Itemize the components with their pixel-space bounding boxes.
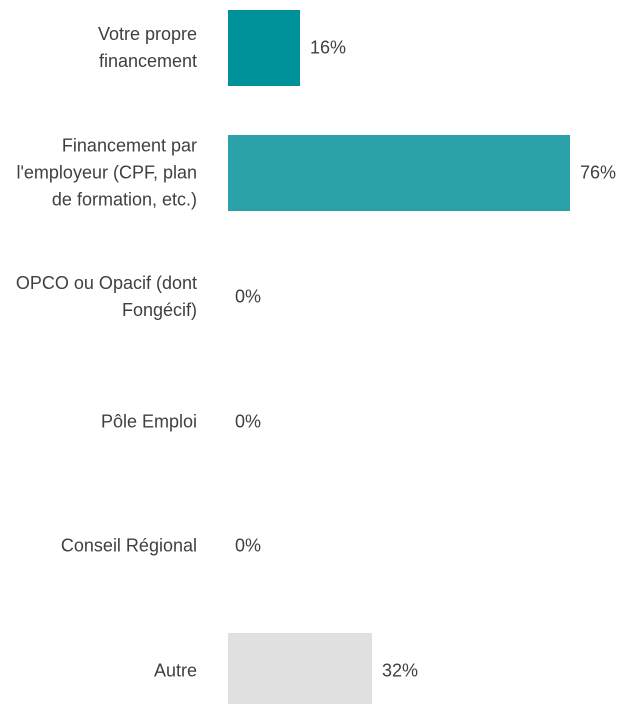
category-label: Financement par l'employeur (CPF, plan d…: [16, 135, 197, 209]
category-label: Autre: [153, 660, 197, 680]
value-label: 76%: [580, 162, 617, 182]
value-label: 0%: [235, 286, 262, 307]
value-label: 32%: [382, 660, 419, 680]
bar: [228, 632, 372, 704]
category-label: Conseil Régional: [60, 535, 197, 556]
category-label: Votre propre financement: [97, 24, 197, 71]
category-label: Pôle Emploi: [100, 411, 197, 431]
bar: [228, 10, 300, 86]
value-label: 0%: [235, 535, 262, 556]
value-label: 0%: [235, 411, 262, 431]
category-label: OPCO ou Opacif (dont Fongécif): [15, 273, 197, 320]
bar: [228, 134, 570, 211]
value-label: 16%: [310, 37, 347, 58]
